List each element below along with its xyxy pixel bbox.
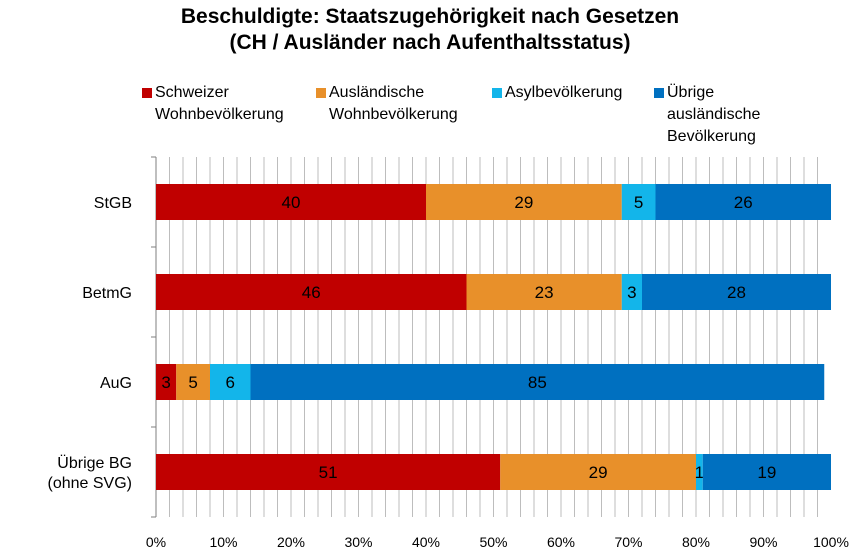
x-tick-label: 60%	[547, 534, 575, 550]
data-label: 29	[514, 193, 533, 212]
data-label: 6	[226, 373, 235, 392]
data-label: 29	[589, 463, 608, 482]
category-label: AuG	[100, 375, 132, 392]
x-tick-label: 70%	[614, 534, 642, 550]
data-label: 46	[302, 283, 321, 302]
data-label: 51	[319, 463, 338, 482]
stacked-bar-chart: 4029526StGB4623328BetmG35685AuG5129119Üb…	[0, 0, 860, 560]
data-label: 5	[188, 373, 197, 392]
category-label: Übrige BG(ohne SVG)	[48, 454, 132, 492]
x-tick-label: 10%	[209, 534, 237, 550]
x-tick-label: 20%	[277, 534, 305, 550]
data-label: 5	[634, 193, 643, 212]
data-label: 26	[734, 193, 753, 212]
data-label: 3	[627, 283, 636, 302]
data-label: 40	[282, 193, 301, 212]
data-label: 85	[528, 373, 547, 392]
x-tick-label: 50%	[479, 534, 507, 550]
data-label: 19	[757, 463, 776, 482]
category-label: StGB	[94, 195, 132, 212]
x-tick-label: 90%	[749, 534, 777, 550]
data-label: 3	[161, 373, 170, 392]
data-label: 23	[535, 283, 554, 302]
x-tick-label: 30%	[344, 534, 372, 550]
category-label: BetmG	[82, 285, 132, 302]
x-tick-label: 80%	[682, 534, 710, 550]
data-label: 1	[695, 463, 704, 482]
x-tick-label: 40%	[412, 534, 440, 550]
x-tick-label: 100%	[813, 534, 849, 550]
x-tick-label: 0%	[146, 534, 166, 550]
data-label: 28	[727, 283, 746, 302]
